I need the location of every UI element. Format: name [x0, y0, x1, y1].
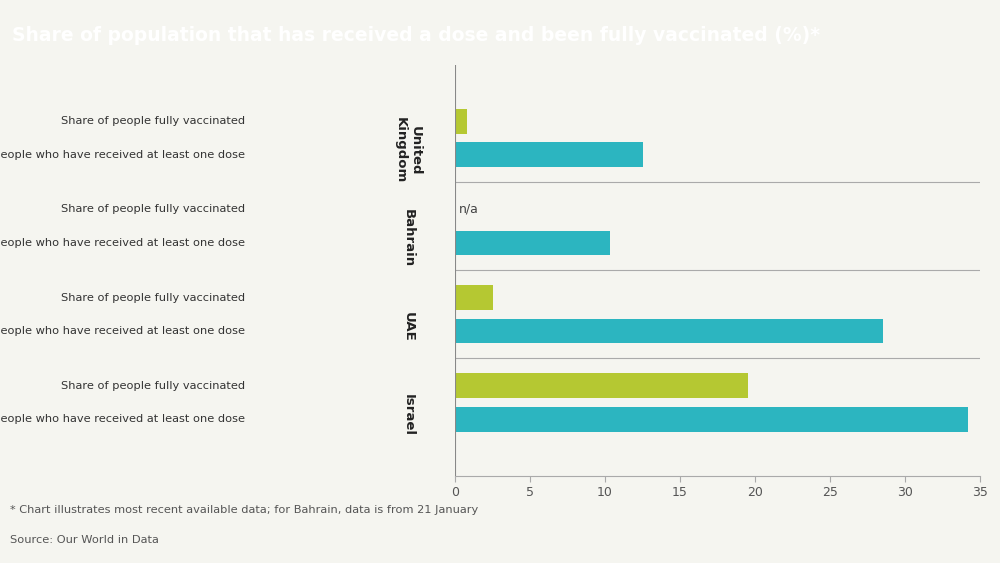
Text: Share of people fully vaccinated: Share of people fully vaccinated — [61, 381, 245, 391]
Text: Share of people who have received at least one dose: Share of people who have received at lea… — [0, 414, 245, 425]
Bar — [455, 142, 642, 167]
Text: * Chart illustrates most recent available data; for Bahrain, data is from 21 Jan: * Chart illustrates most recent availabl… — [10, 505, 478, 515]
Bar — [455, 373, 748, 398]
Text: n/a: n/a — [459, 203, 479, 216]
Text: Israel: Israel — [401, 394, 414, 436]
Text: Bahrain: Bahrain — [401, 209, 414, 267]
Text: Source: Our World in Data: Source: Our World in Data — [10, 535, 159, 545]
Text: Share of people who have received at least one dose: Share of people who have received at lea… — [0, 150, 245, 160]
Text: UAE: UAE — [401, 312, 414, 342]
Bar — [455, 109, 467, 133]
Bar — [455, 319, 883, 343]
Bar — [455, 407, 968, 432]
Text: Share of population that has received a dose and been fully vaccinated (%)*: Share of population that has received a … — [12, 26, 820, 45]
Bar — [455, 285, 492, 310]
Text: Share of people fully vaccinated: Share of people fully vaccinated — [61, 204, 245, 215]
Text: United
Kingdom: United Kingdom — [394, 117, 422, 184]
Text: Share of people who have received at least one dose: Share of people who have received at lea… — [0, 326, 245, 336]
Text: Share of people who have received at least one dose: Share of people who have received at lea… — [0, 238, 245, 248]
Text: Share of people fully vaccinated: Share of people fully vaccinated — [61, 116, 245, 126]
Bar — [455, 231, 610, 255]
Text: Share of people fully vaccinated: Share of people fully vaccinated — [61, 293, 245, 302]
